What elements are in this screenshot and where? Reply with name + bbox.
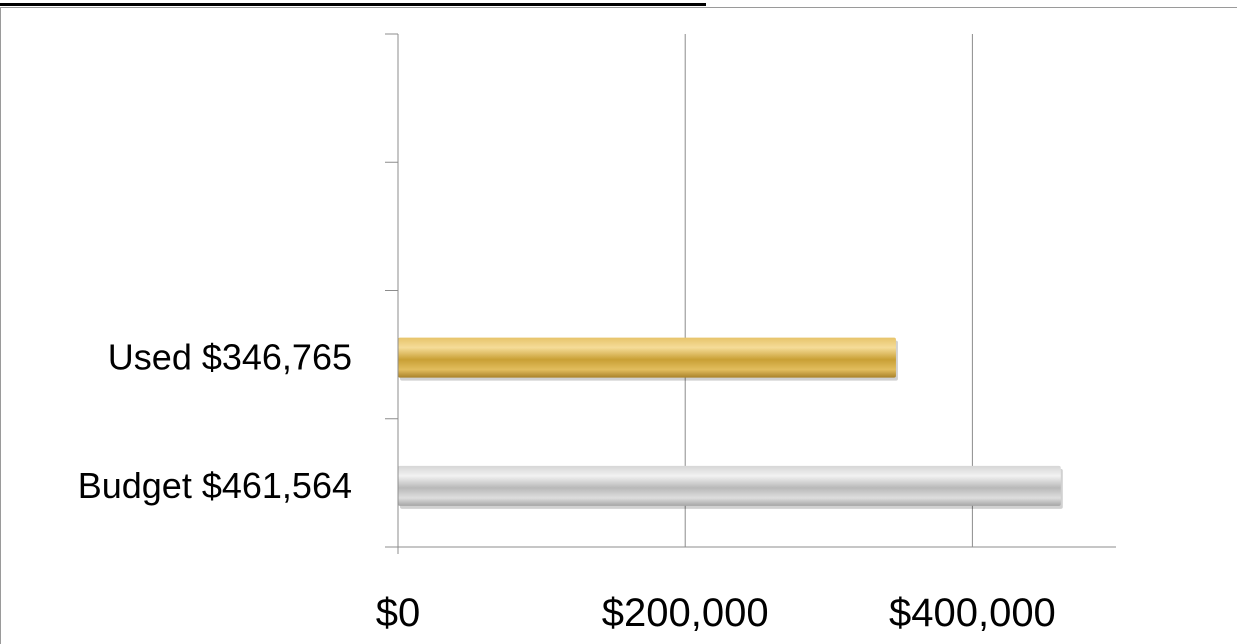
- gridlines: [684, 34, 973, 547]
- bar-1: [398, 337, 896, 378]
- labels: Budget $461,564 Used $346,765 $0 $200,000 $4…: [78, 337, 1056, 635]
- bars: [398, 337, 1063, 509]
- axes: [385, 33, 1116, 554]
- x-tick-label-1: $200,000: [602, 591, 769, 635]
- category-label-1: Used $346,765: [108, 337, 352, 378]
- category-label-0: Budget $461,564: [78, 465, 352, 506]
- header-underline: [0, 3, 706, 6]
- x-tick-label-0: $0: [376, 591, 421, 635]
- bar-0: [398, 465, 1061, 506]
- x-tick-label-2: $400,000: [889, 591, 1056, 635]
